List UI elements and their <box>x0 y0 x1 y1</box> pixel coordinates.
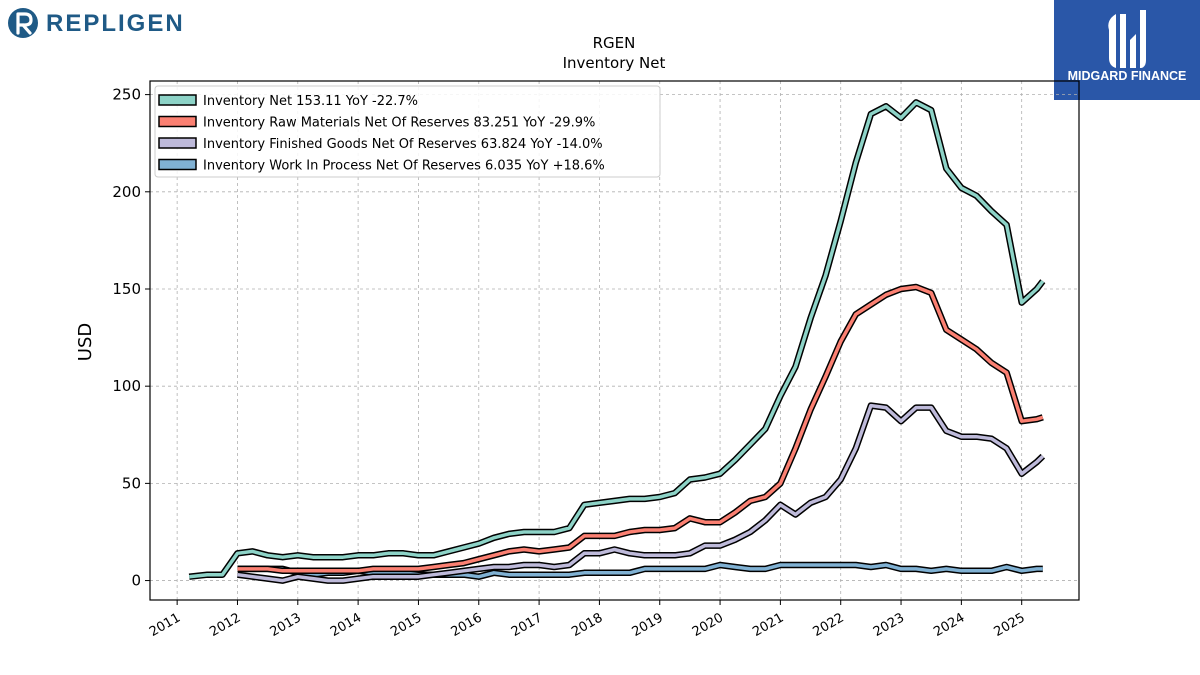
y-axis-label: USD <box>75 323 96 361</box>
legend-swatch <box>158 158 197 171</box>
x-tick-label: 2024 <box>931 610 967 640</box>
series-stroke <box>237 403 1045 583</box>
legend-entry: Inventory Net 153.11 YoY -22.7% <box>203 94 418 109</box>
x-tick-label: 2016 <box>449 610 485 640</box>
legend-entry: Inventory Finished Goods Net Of Reserves… <box>203 137 603 152</box>
series-1-line <box>188 99 1046 580</box>
legend-swatch <box>158 137 197 149</box>
series-3-line <box>237 402 1046 584</box>
x-tick-label: 2012 <box>207 610 243 640</box>
legend: Inventory Net 153.11 YoY -22.7% Inventory… <box>154 85 661 178</box>
y-tick-label: 200 <box>112 183 141 201</box>
x-axis-ticks: 2011 2012 2013 2014 2015 2016 2017 2018 2019 2020… <box>147 600 1028 640</box>
legend-box <box>154 85 661 178</box>
repligen-logo: REPLIGEN <box>8 8 185 38</box>
x-tick-label: 2025 <box>992 610 1028 640</box>
x-tick-label: 2018 <box>569 610 605 640</box>
repligen-logo-text: REPLIGEN <box>46 10 185 37</box>
series-lines <box>188 99 1046 584</box>
y-tick-label: 0 <box>131 572 141 590</box>
series-4-line <box>237 561 1043 580</box>
y-tick-label: 50 <box>122 474 141 492</box>
midgard-finance-logo: MIDGARD FINANCE <box>1054 0 1200 100</box>
y-tick-label: 250 <box>112 86 141 104</box>
x-tick-label: 2021 <box>750 610 786 640</box>
series-stroke <box>189 100 1045 579</box>
x-tick-label: 2020 <box>690 610 726 640</box>
legend-entry: Inventory Work In Process Net Of Reserve… <box>203 159 605 174</box>
x-tick-label: 2017 <box>509 610 545 640</box>
midgard-logo-mark-icon <box>1108 10 1146 68</box>
x-tick-label: 2019 <box>630 610 666 640</box>
series-2-line <box>237 283 1044 575</box>
x-tick-label: 2022 <box>811 610 847 640</box>
x-tick-label: 2011 <box>147 610 183 640</box>
y-tick-label: 100 <box>112 377 141 395</box>
midgard-logo-text: MIDGARD FINANCE <box>1068 69 1187 83</box>
x-tick-label: 2013 <box>268 610 304 640</box>
chart-title: RGEN <box>593 34 636 52</box>
legend-entry: Inventory Raw Materials Net Of Reserves … <box>203 116 595 131</box>
x-tick-label: 2015 <box>388 610 424 640</box>
legend-swatch <box>158 94 197 106</box>
x-tick-label: 2014 <box>328 610 364 640</box>
series-stroke <box>237 285 1044 573</box>
y-axis-ticks: 0 50 100 150 200 250 <box>112 86 150 590</box>
legend-swatch <box>158 115 197 128</box>
chart-subtitle: Inventory Net <box>563 54 666 72</box>
series-stroke <box>237 563 1043 579</box>
plot-frame <box>149 80 1080 601</box>
x-tick-label: 2023 <box>871 610 907 640</box>
y-tick-label: 150 <box>112 280 141 298</box>
